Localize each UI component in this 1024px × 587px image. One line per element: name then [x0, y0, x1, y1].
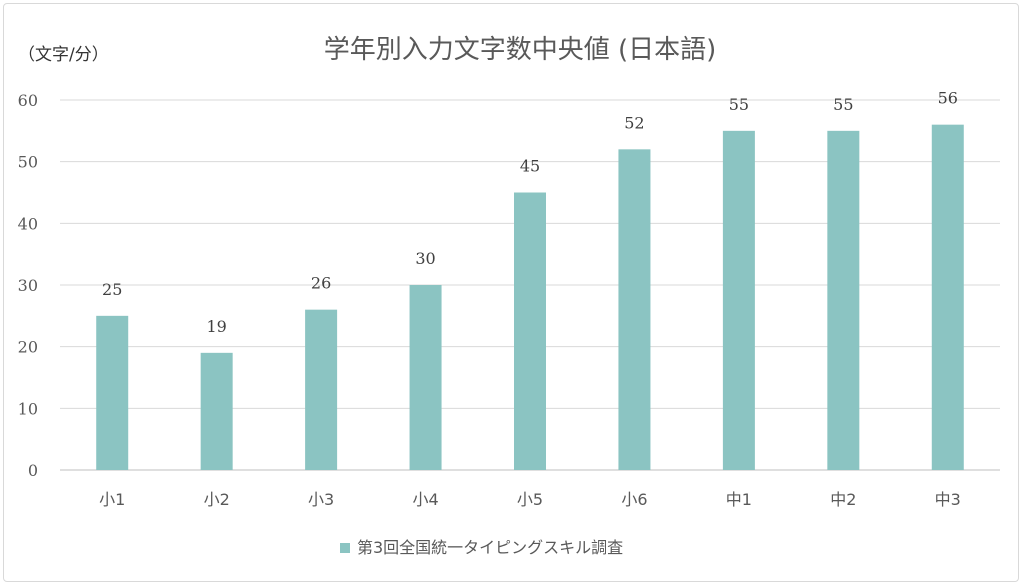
bar — [827, 130, 860, 471]
data-label: 55 — [729, 95, 749, 114]
bar — [931, 124, 964, 471]
data-label: 25 — [102, 280, 122, 299]
x-tick-label: 小3 — [308, 490, 334, 509]
y-tick-label: 40 — [18, 214, 38, 233]
y-tick-label: 10 — [18, 399, 38, 418]
bar — [722, 130, 755, 471]
x-tick-label: 中2 — [830, 490, 856, 509]
y-tick-label: 30 — [18, 276, 38, 295]
bar — [200, 352, 233, 470]
y-tick-label: 0 — [28, 461, 38, 480]
bar — [514, 192, 546, 470]
x-tick-label: 中1 — [726, 490, 752, 509]
legend-swatch — [340, 543, 350, 553]
data-label: 56 — [938, 89, 958, 108]
bar — [305, 309, 338, 470]
y-axis-unit-label: （文字/分） — [18, 45, 109, 65]
data-label: 45 — [520, 157, 540, 176]
x-tick-label: 小1 — [99, 490, 125, 509]
x-axis-ticks: 小1 小2 小3 小4 小5 小6 中1 中2 中3 — [99, 490, 961, 509]
bar — [96, 315, 129, 470]
x-tick-label: 小5 — [517, 490, 543, 509]
bars — [96, 124, 964, 471]
data-labels: 25 19 26 30 45 52 55 55 56 — [102, 89, 958, 336]
y-tick-label: 50 — [18, 153, 38, 172]
data-label: 52 — [624, 113, 644, 132]
data-label: 30 — [415, 249, 435, 268]
x-tick-label: 小2 — [204, 490, 230, 509]
y-tick-label: 20 — [18, 338, 38, 357]
bar — [409, 285, 442, 470]
x-tick-label: 小4 — [412, 490, 438, 509]
legend-label: 第3回全国統一タイピングスキル調査 — [357, 538, 623, 557]
y-tick-label: 60 — [18, 91, 38, 110]
chart-title: 学年別入力文字数中央値 (日本語) — [324, 35, 717, 65]
data-label: 26 — [311, 274, 331, 293]
x-tick-label: 中3 — [935, 490, 961, 509]
y-axis-ticks: 0 10 20 30 40 50 60 — [18, 91, 38, 480]
data-label: 55 — [833, 95, 853, 114]
x-tick-label: 小6 — [621, 490, 647, 509]
data-label: 19 — [206, 317, 226, 336]
bar — [618, 149, 651, 471]
legend: 第3回全国統一タイピングスキル調査 — [340, 538, 623, 557]
